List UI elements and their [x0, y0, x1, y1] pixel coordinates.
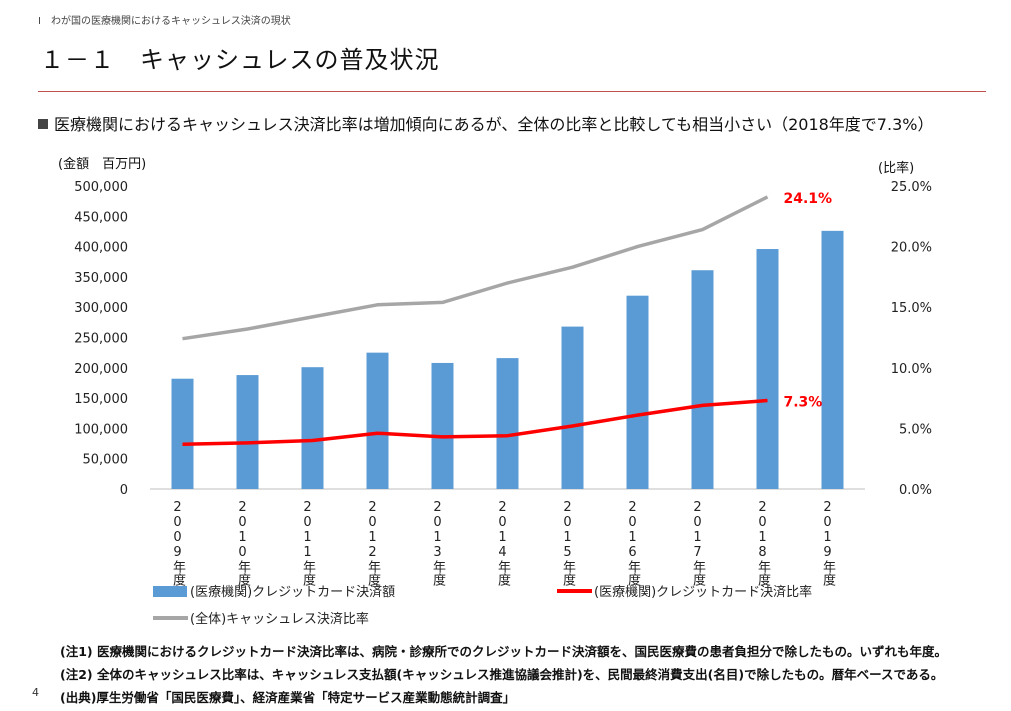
left-tick-label: 450,000: [74, 210, 128, 225]
summary-line: 医療機関におけるキャッシュレス決済比率は増加傾向にあるが、全体の比率と比較しても…: [38, 111, 933, 135]
left-tick-label: 400,000: [74, 241, 128, 256]
bar-2015年度: [561, 326, 584, 489]
source-note: (出典)厚生労働省「国民医療費」、経済産業省「特定サービス産業動態統計調査」: [60, 690, 516, 705]
note-1: (注1) 医療機関におけるクレジットカード決済比率は、病院・診療所でのクレジット…: [60, 644, 947, 659]
bar-2016年度: [626, 295, 649, 489]
left-tick-label: 50,000: [83, 453, 129, 468]
data-label-1: 7.3%: [784, 395, 823, 411]
summary-text: 医療機関におけるキャッシュレス決済比率は増加傾向にあるが、全体の比率と比較しても…: [54, 115, 934, 134]
right-tick-label: 5.0%: [899, 422, 932, 437]
left-tick-label: 500,000: [74, 180, 128, 195]
left-tick-label: 100,000: [74, 422, 128, 437]
left-tick-label: 0: [120, 483, 128, 498]
bar-2012年度: [366, 352, 389, 489]
note-2: (注2) 全体のキャッシュレス比率は、キャッシュレス支払額(キャッシュレス推進協…: [60, 667, 944, 682]
bar-2018年度: [756, 249, 779, 489]
x-tick-label: 2012年度: [365, 500, 381, 586]
left-tick-label: 350,000: [74, 271, 128, 286]
x-tick-label: 2011年度: [300, 500, 316, 586]
x-tick-label: 2014年度: [495, 500, 511, 586]
line-series-1: [182, 398, 768, 446]
bar-2010年度: [236, 375, 259, 489]
legend-label-red-line: (医療機関)クレジットカード決済比率: [594, 584, 812, 600]
left-tick-label: 200,000: [74, 362, 128, 377]
legend-label-gray-line: (全体)キャッシュレス決済比率: [190, 611, 369, 627]
square-bullet-icon: [38, 119, 48, 129]
x-tick-label: 2019年度: [820, 500, 836, 586]
left-tick-label: 250,000: [74, 332, 128, 347]
data-label-0: 24.1%: [784, 191, 833, 207]
bar-2019年度: [821, 230, 844, 489]
right-tick-label: 25.0%: [891, 180, 932, 195]
x-tick-label: 2010年度: [235, 500, 251, 586]
x-tick-label: 2018年度: [755, 500, 771, 586]
right-axis-title: (比率): [878, 160, 914, 176]
legend-swatch-bar: [153, 586, 187, 597]
bar-2009年度: [171, 378, 194, 489]
x-tick-label: 2009年度: [170, 500, 186, 586]
breadcrumb: Ⅰ わが国の医療機関におけるキャッシュレス決済の現状: [38, 16, 291, 27]
right-tick-label: 10.0%: [891, 362, 932, 377]
x-tick-label: 2016年度: [625, 500, 641, 586]
left-tick-label: 150,000: [74, 392, 128, 407]
bar-2014年度: [496, 358, 519, 489]
bar-2017年度: [691, 270, 714, 489]
left-tick-label: 300,000: [74, 301, 128, 316]
left-axis-title: (金額 百万円): [58, 156, 146, 172]
x-tick-label: 2015年度: [560, 500, 576, 586]
right-tick-label: 15.0%: [891, 301, 932, 316]
bar-2011年度: [301, 367, 324, 489]
page-title: １－１ キャッシュレスの普及状況: [40, 46, 440, 74]
page-number: 4: [32, 686, 39, 699]
legend-label-bar: (医療機関)クレジットカード決済額: [190, 584, 395, 600]
x-tick-label: 2017年度: [690, 500, 706, 586]
x-tick-label: 2013年度: [430, 500, 446, 586]
right-tick-label: 0.0%: [899, 483, 932, 498]
right-tick-label: 20.0%: [891, 241, 932, 256]
bar-2013年度: [431, 362, 454, 489]
title-divider: [38, 91, 986, 92]
line-series-2: [182, 195, 769, 341]
